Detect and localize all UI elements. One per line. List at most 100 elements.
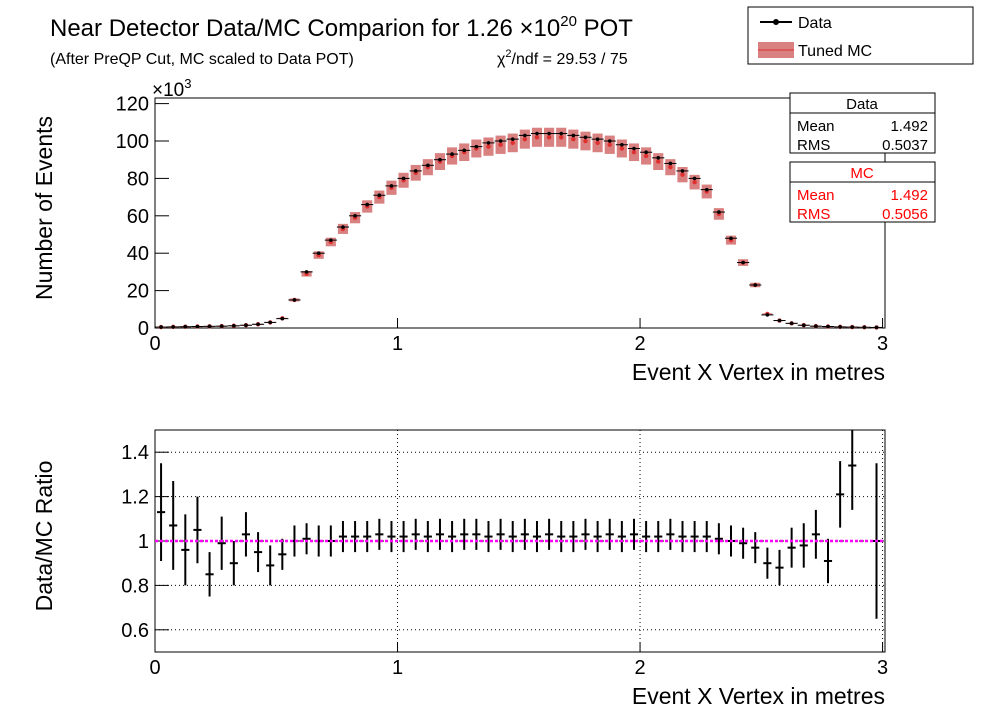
y-tick-label: 120 bbox=[116, 94, 149, 116]
data-point bbox=[438, 157, 442, 162]
data-point bbox=[692, 176, 697, 181]
y-tick-label: 0 bbox=[138, 318, 149, 340]
data-point bbox=[595, 137, 600, 141]
data-point bbox=[219, 324, 224, 328]
data-point bbox=[474, 144, 479, 149]
data-point bbox=[195, 324, 200, 329]
data-point bbox=[244, 323, 248, 327]
mc-point bbox=[498, 142, 503, 147]
stats-value: 0.5056 bbox=[882, 206, 928, 223]
mc-point bbox=[595, 140, 600, 146]
title-suffix: POT bbox=[577, 15, 633, 42]
y-tick-label: 0.6 bbox=[121, 620, 149, 642]
data-point bbox=[741, 260, 745, 265]
stats-title: Data bbox=[846, 96, 878, 113]
y-tick-label: 0.8 bbox=[121, 575, 149, 597]
x-tick-label: 3 bbox=[877, 657, 888, 679]
chi-exponent: 2 bbox=[505, 48, 511, 60]
data-point bbox=[850, 325, 855, 329]
mc-point bbox=[607, 142, 612, 147]
stats-box bbox=[789, 92, 936, 154]
stats-title: MC bbox=[850, 165, 873, 182]
data-point bbox=[862, 325, 867, 330]
y-tick-label: 80 bbox=[127, 168, 149, 190]
x-axis-label: Event X Vertex in metres bbox=[632, 359, 885, 385]
data-point bbox=[268, 320, 272, 325]
mc-point bbox=[631, 150, 637, 155]
data-point bbox=[838, 325, 842, 329]
data-point bbox=[510, 137, 515, 141]
legend-label: Data bbox=[798, 15, 832, 32]
mc-point bbox=[534, 135, 540, 140]
stats-label: RMS bbox=[797, 206, 830, 223]
data-point bbox=[620, 142, 624, 147]
data-point bbox=[826, 324, 830, 329]
data-point bbox=[765, 313, 770, 317]
data-point bbox=[704, 187, 709, 192]
title-prefix: Near Detector Data/MC Comparion for 1.26… bbox=[50, 15, 560, 42]
data-point bbox=[304, 270, 309, 274]
y-tick-label: 100 bbox=[116, 131, 149, 153]
mc-point bbox=[619, 146, 625, 151]
stats-value: 1.492 bbox=[890, 118, 928, 135]
data-point bbox=[801, 323, 806, 327]
mc-point bbox=[668, 164, 673, 170]
mc-point bbox=[680, 172, 685, 177]
data-point bbox=[329, 238, 333, 242]
mc-point bbox=[643, 153, 649, 159]
y-axis-label: Number of Events bbox=[31, 116, 57, 300]
data-point bbox=[377, 193, 382, 198]
data-point bbox=[729, 236, 733, 241]
data-point bbox=[583, 135, 588, 140]
x-axis-label: Event X Vertex in metres bbox=[632, 683, 885, 709]
data-point bbox=[450, 152, 454, 156]
data-point bbox=[486, 141, 491, 145]
data-point bbox=[183, 324, 188, 329]
mc-point bbox=[546, 135, 552, 140]
subtitle: (After PreQP Cut, MC scaled to Data POT) bbox=[50, 51, 354, 68]
data-point bbox=[159, 325, 163, 329]
x-tick-label: 3 bbox=[877, 333, 888, 355]
data-point bbox=[656, 156, 661, 160]
data-point bbox=[789, 321, 794, 326]
data-point bbox=[717, 210, 721, 214]
data-point bbox=[632, 146, 636, 151]
x-tick-label: 0 bbox=[149, 333, 160, 355]
mc-point bbox=[656, 159, 661, 164]
y-axis-label: Data/MC Ratio bbox=[31, 461, 57, 612]
data-point bbox=[571, 133, 576, 138]
x-tick-label: 1 bbox=[392, 333, 403, 355]
x-tick-label: 0 bbox=[149, 657, 160, 679]
y-tick-label: 40 bbox=[127, 243, 149, 265]
data-point bbox=[559, 131, 564, 136]
data-point bbox=[668, 161, 673, 166]
data-point bbox=[644, 150, 648, 155]
mc-point bbox=[510, 140, 515, 146]
y-tick-label: 1 bbox=[138, 531, 149, 553]
chi-text: /ndf = 29.53 / 75 bbox=[512, 51, 628, 68]
data-point bbox=[389, 184, 394, 188]
data-point bbox=[753, 283, 758, 287]
data-point bbox=[365, 202, 370, 207]
data-point bbox=[680, 169, 685, 173]
data-point bbox=[523, 133, 527, 138]
mc-point bbox=[559, 135, 564, 140]
x-tick-label: 2 bbox=[634, 333, 645, 355]
y-multiplier-base: ×10 bbox=[152, 80, 184, 101]
stats-value: 0.5037 bbox=[882, 137, 928, 154]
stats-label: Mean bbox=[797, 118, 835, 135]
data-point bbox=[292, 298, 297, 302]
data-point bbox=[353, 214, 357, 218]
stats-box bbox=[789, 161, 936, 223]
stats-label: Mean bbox=[797, 187, 835, 204]
y-tick-label: 1.4 bbox=[121, 442, 149, 464]
data-point bbox=[256, 322, 260, 327]
chi-label: χ2/ndf = 29.53 / 75 bbox=[497, 48, 628, 68]
x-tick-label: 1 bbox=[392, 657, 403, 679]
data-point bbox=[316, 251, 321, 256]
data-point bbox=[874, 325, 879, 330]
mc-point bbox=[571, 136, 576, 142]
mc-point bbox=[486, 144, 491, 149]
